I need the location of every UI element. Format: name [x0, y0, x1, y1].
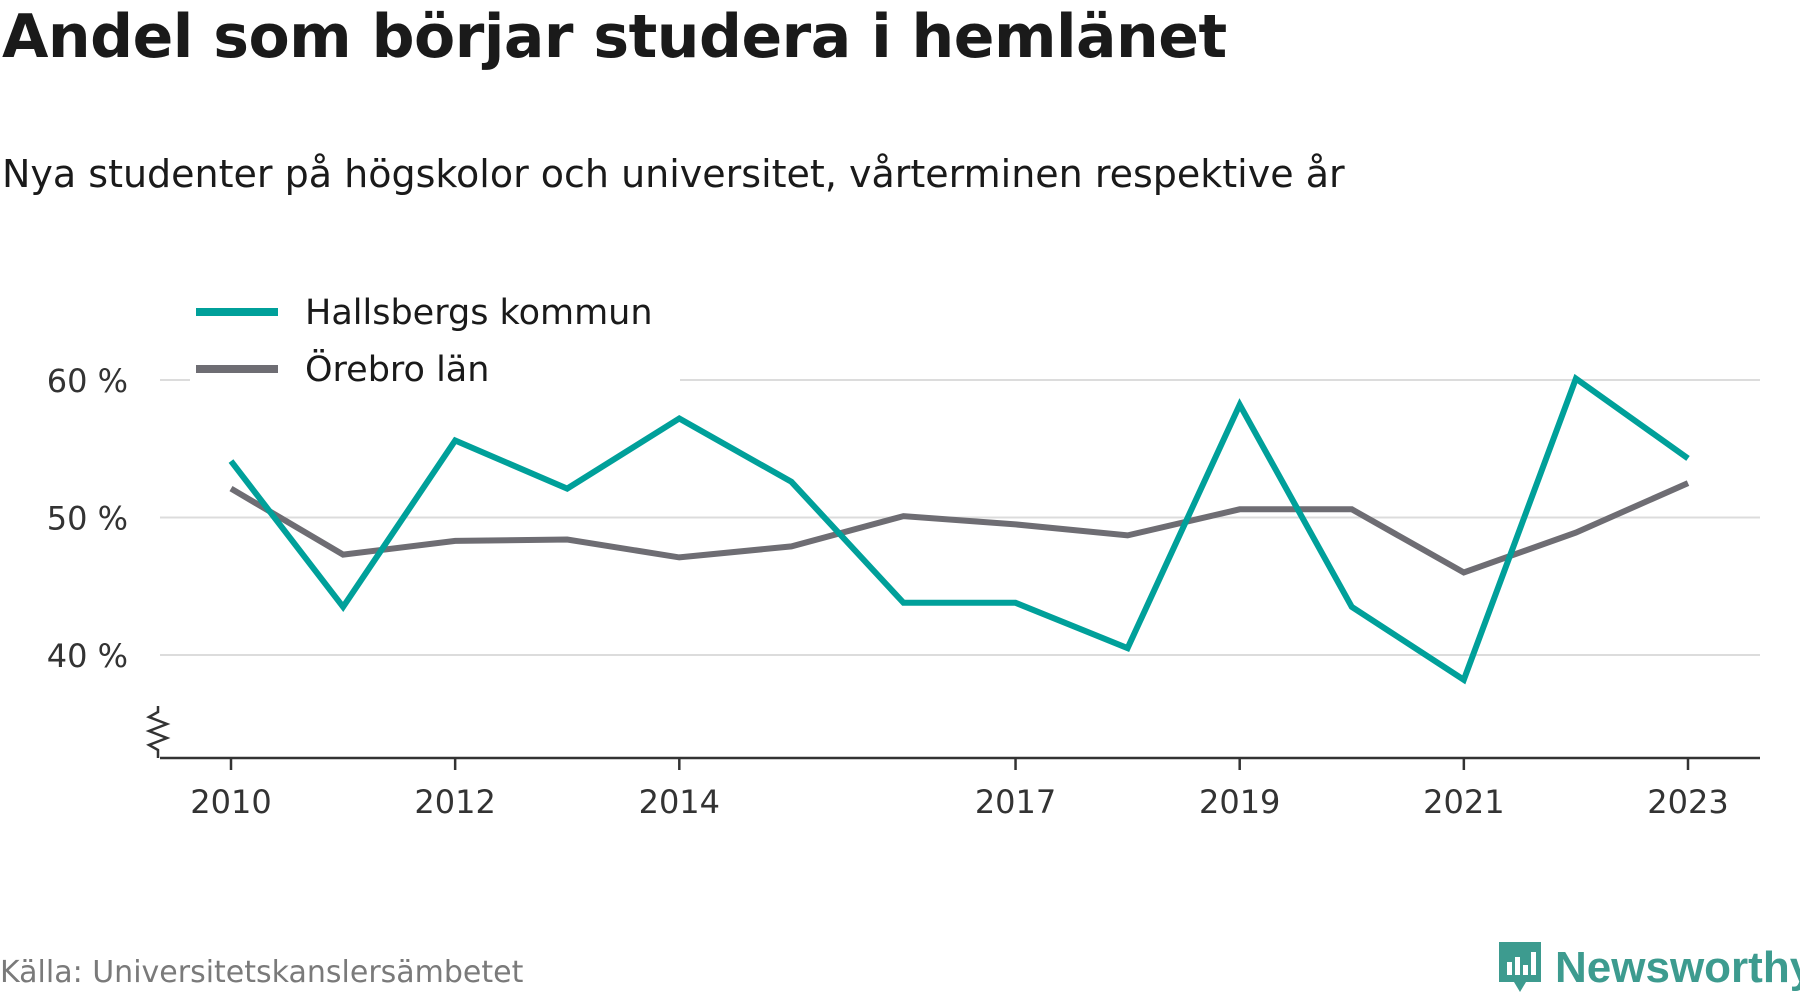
legend-background	[190, 285, 680, 395]
x-axis: 2010 2012 2014 2017 2019 2021 2023	[145, 706, 1760, 821]
line-chart: 2010 2012 2014 2017 2019 2021 2023 40 % 50 % 60 …	[46, 285, 1760, 821]
newsworthy-badge-icon	[1499, 942, 1541, 992]
y-tick-label: 60 %	[47, 362, 128, 400]
source-note: Källa: Universitetskanslersämbetet	[0, 955, 524, 990]
x-tick-label: 2019	[1199, 783, 1280, 821]
brand-name: Newsworthy	[1555, 943, 1800, 992]
x-tick-label: 2014	[639, 783, 720, 821]
chart-title: Andel som börjar studera i hemlänet	[2, 2, 1227, 72]
y-tick-label: 40 %	[47, 637, 128, 675]
chart-subtitle: Nya studenter på högskolor och universit…	[2, 152, 1345, 196]
x-tick-label: 2010	[190, 783, 271, 821]
series-line-hallsberg	[228, 373, 1690, 685]
legend-label: Hallsbergs kommun	[305, 293, 653, 333]
x-tick-label: 2021	[1423, 783, 1504, 821]
legend: Hallsbergs kommun Örebro län	[190, 285, 680, 395]
series-lines	[228, 373, 1690, 685]
x-tick-label: 2012	[414, 783, 495, 821]
legend-label: Örebro län	[305, 348, 489, 390]
x-tick-label: 2023	[1647, 783, 1728, 821]
x-tick-label: 2017	[975, 783, 1056, 821]
series-line-orebro	[229, 480, 1690, 576]
y-axis-labels: 40 % 50 % 60 %	[47, 362, 128, 675]
y-tick-label: 50 %	[47, 500, 128, 538]
newsworthy-logo: Newsworthy	[1495, 938, 1800, 998]
axis-break-icon	[145, 706, 171, 758]
